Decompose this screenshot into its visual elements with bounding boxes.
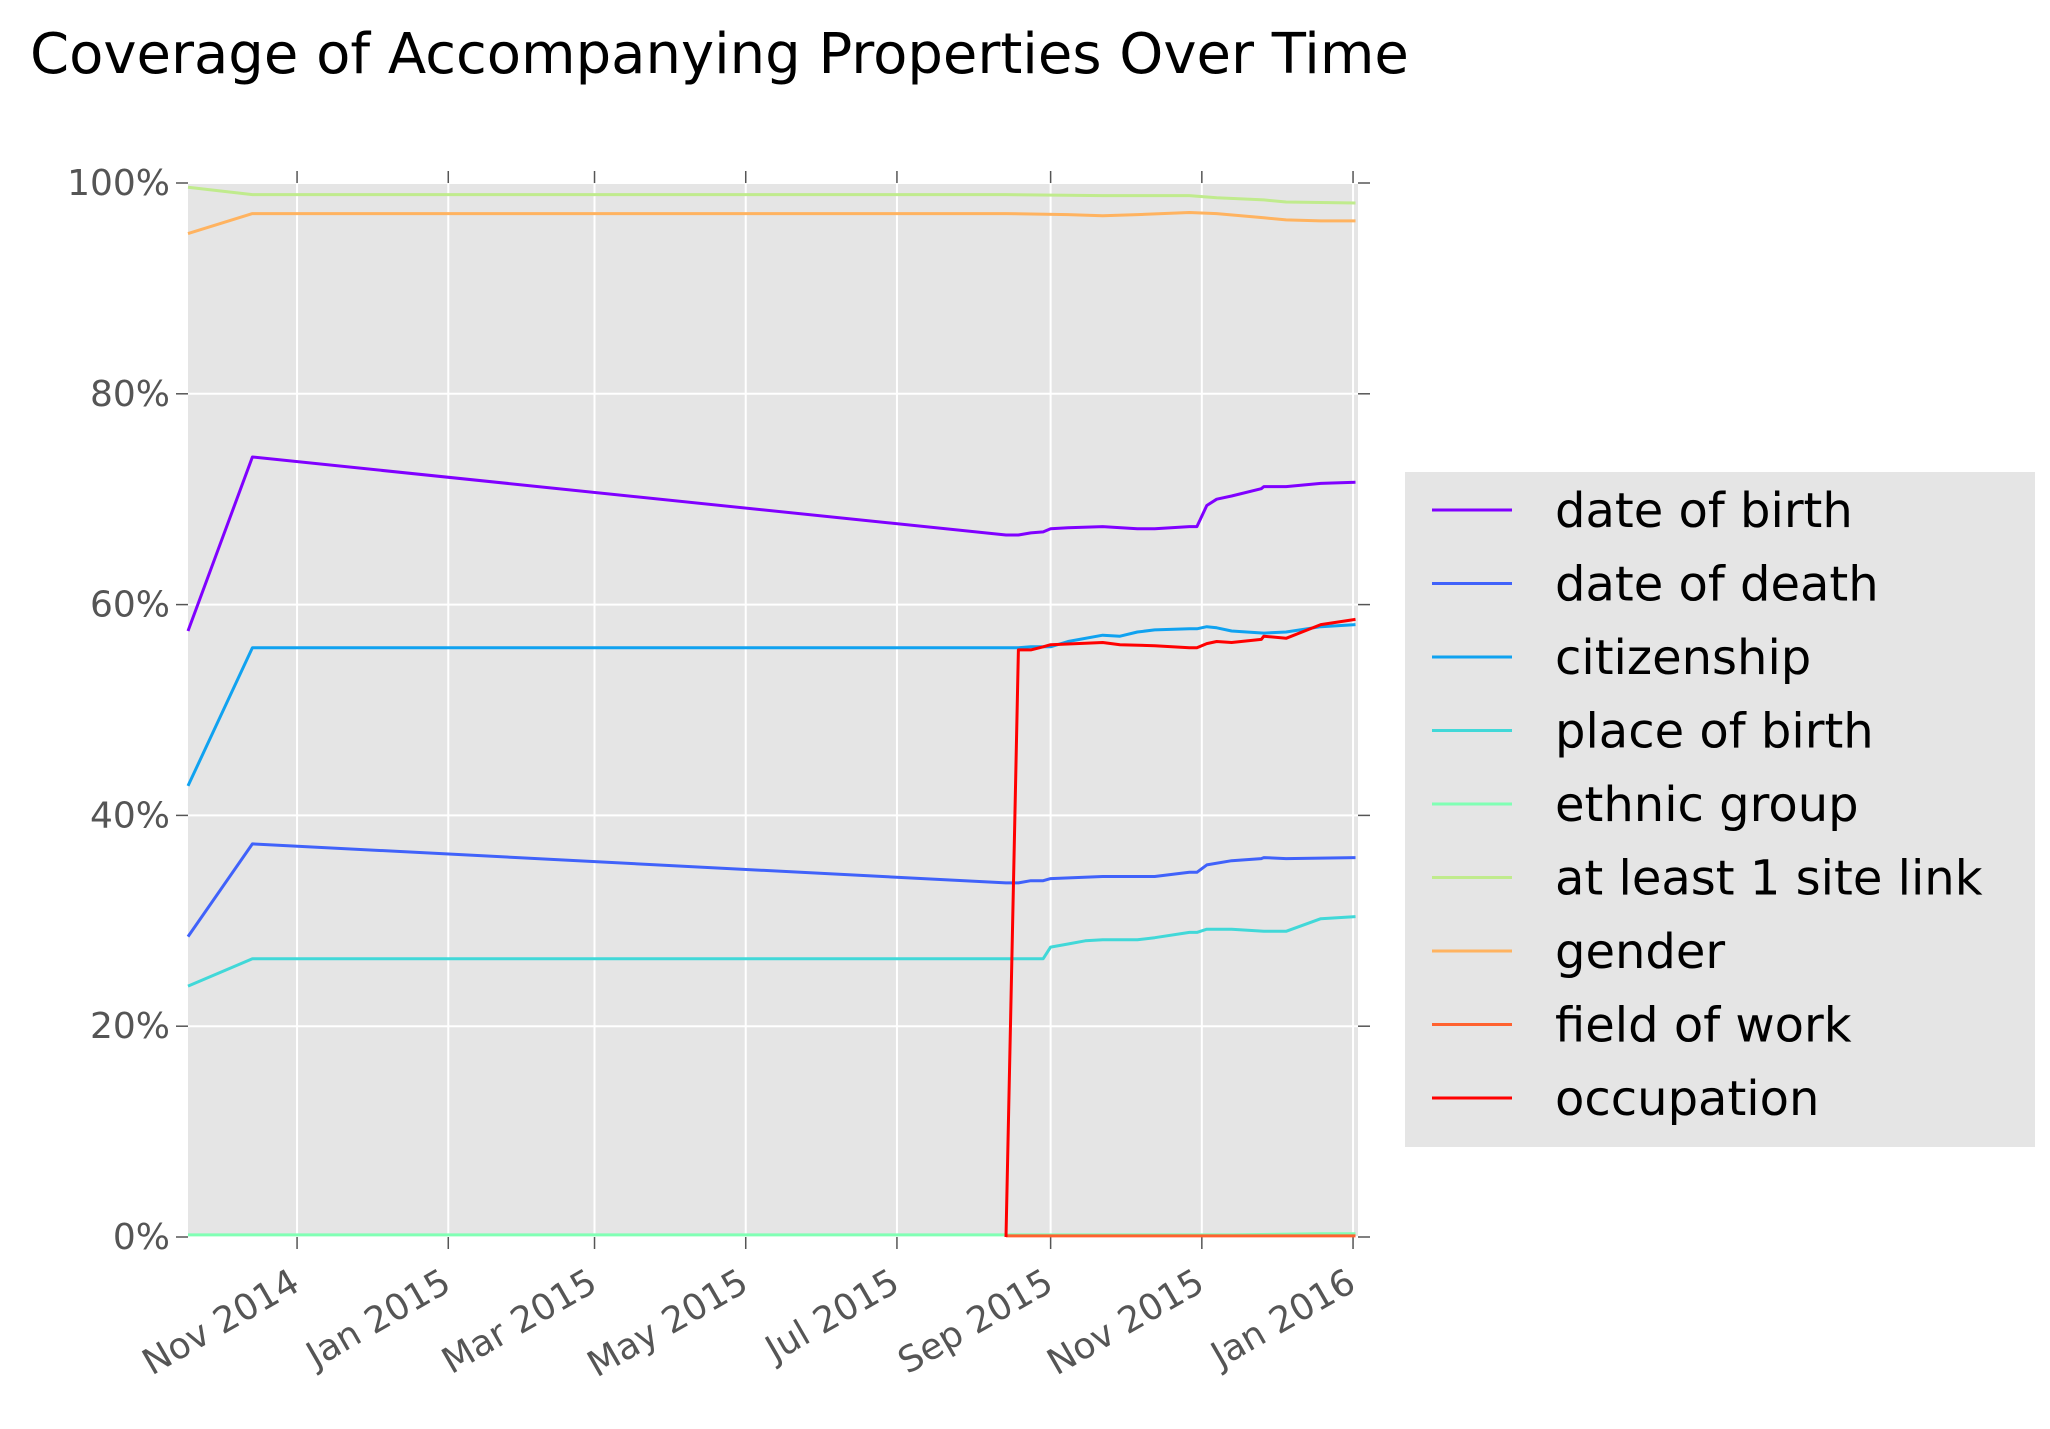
- series-line-at-least-1-site-link: [187, 185, 1356, 205]
- y-tick-label: 40%: [90, 795, 170, 836]
- series-line-place-of-birth: [187, 915, 1356, 988]
- chart-title: Coverage of Accompanying Properties Over…: [30, 22, 1409, 87]
- legend-label-date-of-death: date of death: [1555, 557, 1879, 613]
- y-tick-label: 0%: [113, 1217, 170, 1258]
- grid-lines: [188, 182, 1358, 1238]
- legend-label-field-of-work: field of work: [1555, 998, 1852, 1054]
- axis-ticks: [176, 171, 1370, 1249]
- x-tick-label: Jan 2016: [1203, 1261, 1363, 1377]
- legend-label-at-least-1-site-link: at least 1 site link: [1555, 851, 1983, 907]
- legend-label-date-of-birth: date of birth: [1555, 483, 1853, 539]
- series-line-date-of-birth: [186, 455, 1356, 632]
- plot-background: [188, 183, 1358, 1237]
- x-tick-label: Mar 2015: [435, 1261, 604, 1382]
- x-tick-label: Sep 2015: [891, 1261, 1060, 1382]
- legend-label-gender: gender: [1555, 924, 1725, 980]
- x-tick-label: Nov 2015: [1041, 1261, 1212, 1383]
- series-line-gender: [187, 211, 1356, 236]
- y-tick-label: 80%: [90, 374, 170, 415]
- x-tick-label: Nov 2014: [136, 1261, 307, 1383]
- legend-label-occupation: occupation: [1555, 1071, 1819, 1127]
- legend-label-place-of-birth: place of birth: [1555, 704, 1874, 760]
- legend-label-citizenship: citizenship: [1555, 630, 1811, 686]
- series-line-ethnic-group: [188, 1232, 1356, 1237]
- y-tick-label: 100%: [67, 163, 170, 204]
- x-tick-label: May 2015: [581, 1261, 755, 1385]
- series-line-citizenship: [186, 623, 1356, 787]
- y-tick-label: 20%: [90, 1006, 170, 1047]
- x-tick-label: Jul 2015: [757, 1261, 906, 1371]
- x-tick-label: Jan 2015: [298, 1261, 458, 1377]
- y-axis: 0% 20% 40% 60% 80% 100%: [67, 163, 170, 1258]
- legend: date of birth date of death citizenship pla…: [1405, 472, 2035, 1147]
- legend-label-ethnic-group: ethnic group: [1555, 777, 1859, 833]
- y-tick-label: 60%: [90, 585, 170, 626]
- series-line-occupation: [1004, 617, 1356, 1238]
- series-lines: [186, 185, 1356, 1238]
